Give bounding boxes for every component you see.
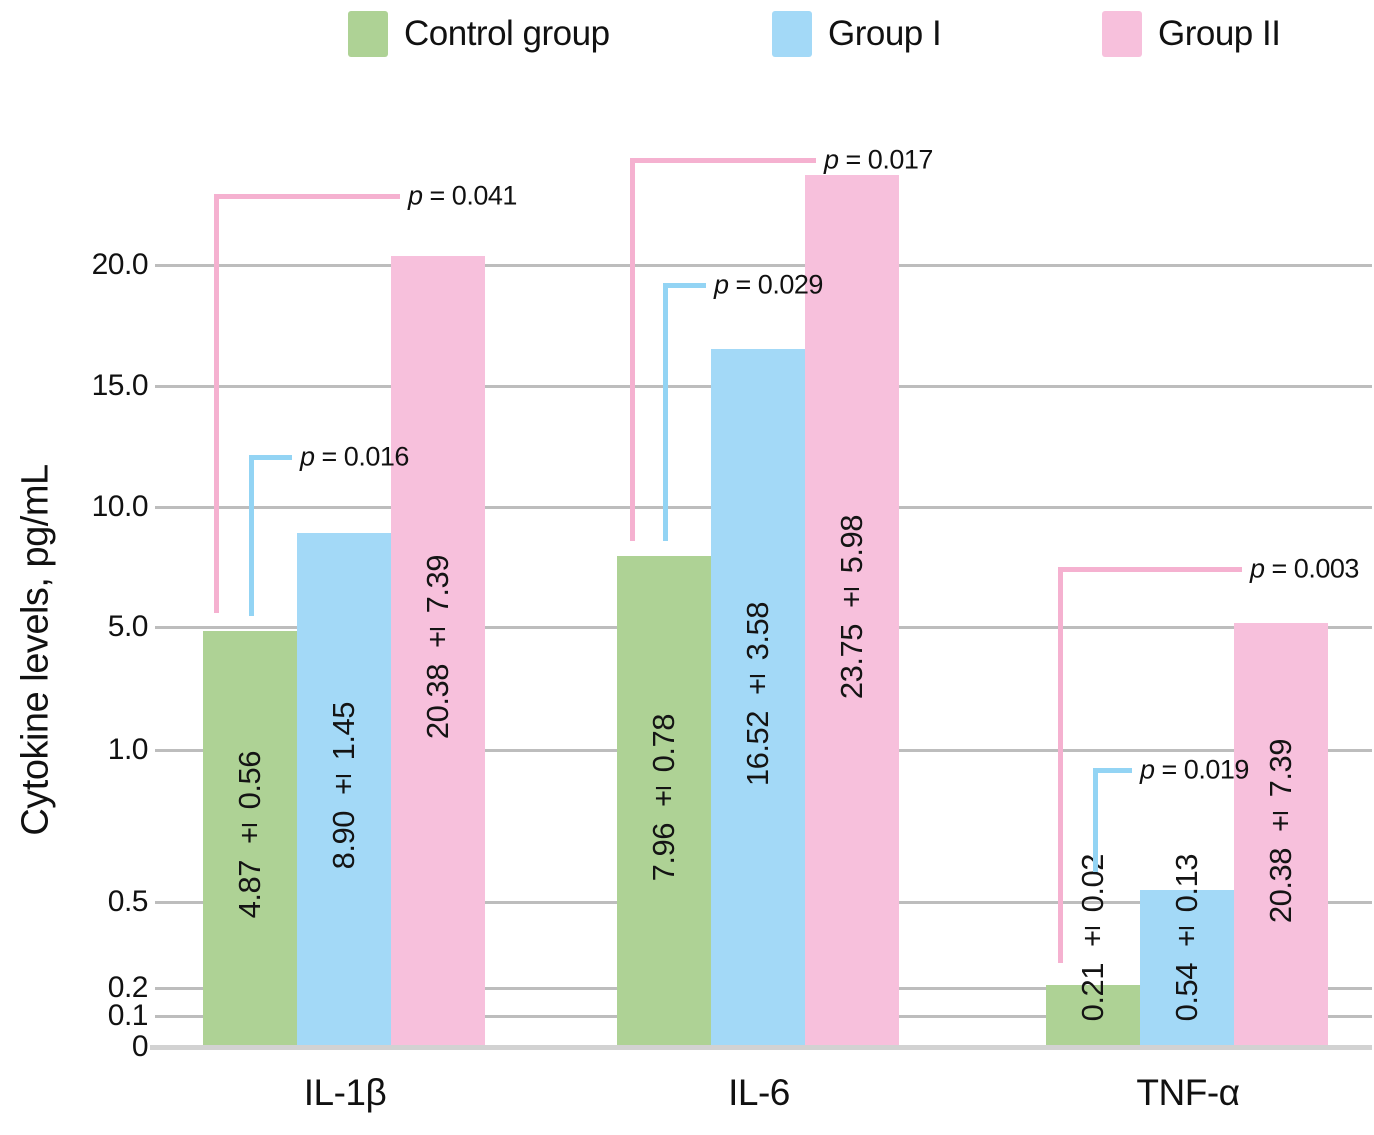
x-axis-line [150, 1045, 1372, 1050]
y-tick-label: 0.2 [107, 971, 149, 1004]
p-value-label: p = 0.017 [824, 144, 933, 175]
significance-bracket [630, 160, 635, 541]
bar [1140, 889, 1234, 1050]
significance-bracket [1058, 569, 1063, 963]
bar-value-label: 20.38 ± 7.39 [1263, 739, 1298, 924]
bar-value-label-box: 0.54 ± 0.13 [1140, 837, 1234, 1039]
significance-bracket [1093, 770, 1098, 872]
bar-value-label: 0.21 ± 0.02 [1075, 854, 1110, 1022]
bar-value-label-box: 20.38 ± 7.39 [391, 256, 485, 1039]
legend-swatch-group-2 [1102, 11, 1142, 57]
bar-value-label: 0.54 ± 0.13 [1169, 854, 1204, 1022]
significance-bracket [663, 285, 668, 541]
significance-bracket [1058, 567, 1242, 572]
significance-bracket [249, 457, 254, 616]
x-axis-label-tnfa: TNF-α [1136, 1072, 1240, 1113]
y-tick-label: 0 [131, 1030, 149, 1063]
bar-value-label: 20.38 ± 7.39 [420, 555, 455, 740]
bar-value-label-box: 7.96 ± 0.78 [617, 556, 711, 1039]
legend-swatch-group-1 [772, 11, 812, 57]
y-tick-label: 1.0 [107, 733, 149, 766]
bar [805, 174, 899, 1050]
y-tick-label: 0.5 [107, 885, 149, 918]
p-value-label: p = 0.016 [300, 441, 409, 472]
bar [617, 555, 711, 1050]
bar-value-label-box: 23.75 ± 5.98 [805, 175, 899, 1039]
bar [711, 349, 805, 1050]
bar-value-label: 23.75 ± 5.98 [834, 514, 869, 699]
gridline [155, 263, 1372, 267]
bar-value-label: 4.87 ± 0.56 [232, 751, 267, 919]
p-value-label: p = 0.029 [714, 269, 823, 300]
bar-value-label: 7.96 ± 0.78 [646, 713, 681, 882]
p-value-label: p = 0.041 [408, 180, 517, 211]
significance-bracket [663, 283, 706, 288]
y-tick-label: 0.1 [107, 999, 149, 1032]
significance-bracket [1093, 768, 1132, 773]
y-tick-label: 10.0 [91, 490, 149, 523]
bar [203, 630, 297, 1050]
bar-value-label-box: 16.52 ± 3.58 [711, 349, 805, 1039]
significance-bracket [214, 194, 400, 199]
bar [391, 255, 485, 1050]
legend-swatch-control-group [348, 11, 388, 57]
y-tick-label: 5.0 [107, 610, 149, 643]
legend-label-group-1: Group I [828, 14, 942, 53]
bar [1046, 985, 1140, 1050]
x-axis-label-il1b: IL-1β [303, 1072, 387, 1113]
significance-bracket [249, 455, 292, 460]
x-axis-label-il6: IL-6 [728, 1072, 790, 1113]
p-value-label: p = 0.019 [1140, 754, 1249, 785]
bar-value-label-box: 20.38 ± 7.39 [1234, 623, 1328, 1039]
legend-label-group-2: Group II [1158, 14, 1281, 53]
bar-value-label-box: 8.90 ± 1.45 [297, 533, 391, 1039]
p-value-label: p = 0.003 [1250, 553, 1359, 584]
significance-bracket [630, 158, 816, 163]
bar [297, 533, 391, 1050]
bar-value-label-box: 4.87 ± 0.56 [203, 631, 297, 1039]
bar [1234, 623, 1328, 1050]
y-tick-label: 20.0 [91, 248, 149, 281]
bar-value-label: 16.52 ± 3.58 [740, 602, 775, 787]
significance-bracket [214, 196, 219, 613]
legend-label-control-group: Control group [404, 14, 610, 53]
bar-value-label: 8.90 ± 1.45 [326, 702, 361, 870]
y-tick-label: 15.0 [91, 369, 149, 402]
